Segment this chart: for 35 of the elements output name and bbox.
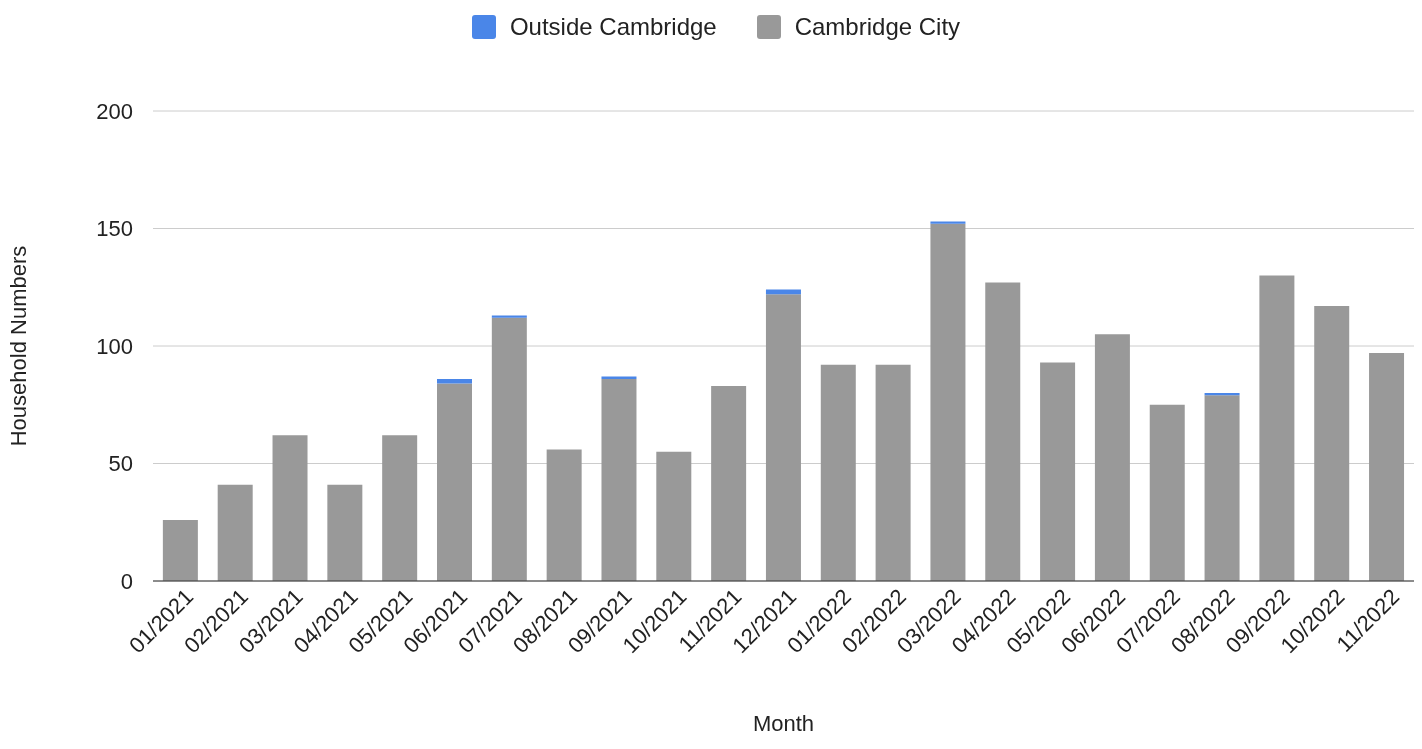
bar [1369,353,1405,581]
y-tick-label: 50 [108,451,133,477]
bar [875,364,911,581]
bar [546,449,582,581]
bar [327,484,363,581]
bar [1259,275,1295,581]
bar [1204,395,1240,581]
legend-label: Cambridge City [793,13,961,41]
y-tick-label: 150 [96,216,133,242]
bar [437,378,472,384]
bar [491,317,527,581]
bar [382,435,418,581]
bar [491,315,527,318]
bar [656,451,692,581]
bar [217,484,253,581]
bar [601,378,637,581]
y-tick-label: 100 [96,333,133,359]
bar [1094,334,1130,581]
bar [272,435,308,581]
bar [985,282,1021,581]
bar [765,294,801,581]
legend-label: Outside Cambridge [508,13,717,41]
bar [1149,404,1185,581]
bar [711,385,747,581]
bar [1040,362,1076,581]
bar [162,519,198,581]
y-tick-label: 0 [120,568,133,594]
bar [820,364,856,581]
bar [930,221,966,224]
x-axis-title: Month [752,711,815,736]
bar [437,383,472,581]
bar [1314,306,1350,581]
bar [930,223,966,581]
y-axis-title: Household Numbers [5,245,31,447]
y-tick-label: 200 [96,98,133,124]
